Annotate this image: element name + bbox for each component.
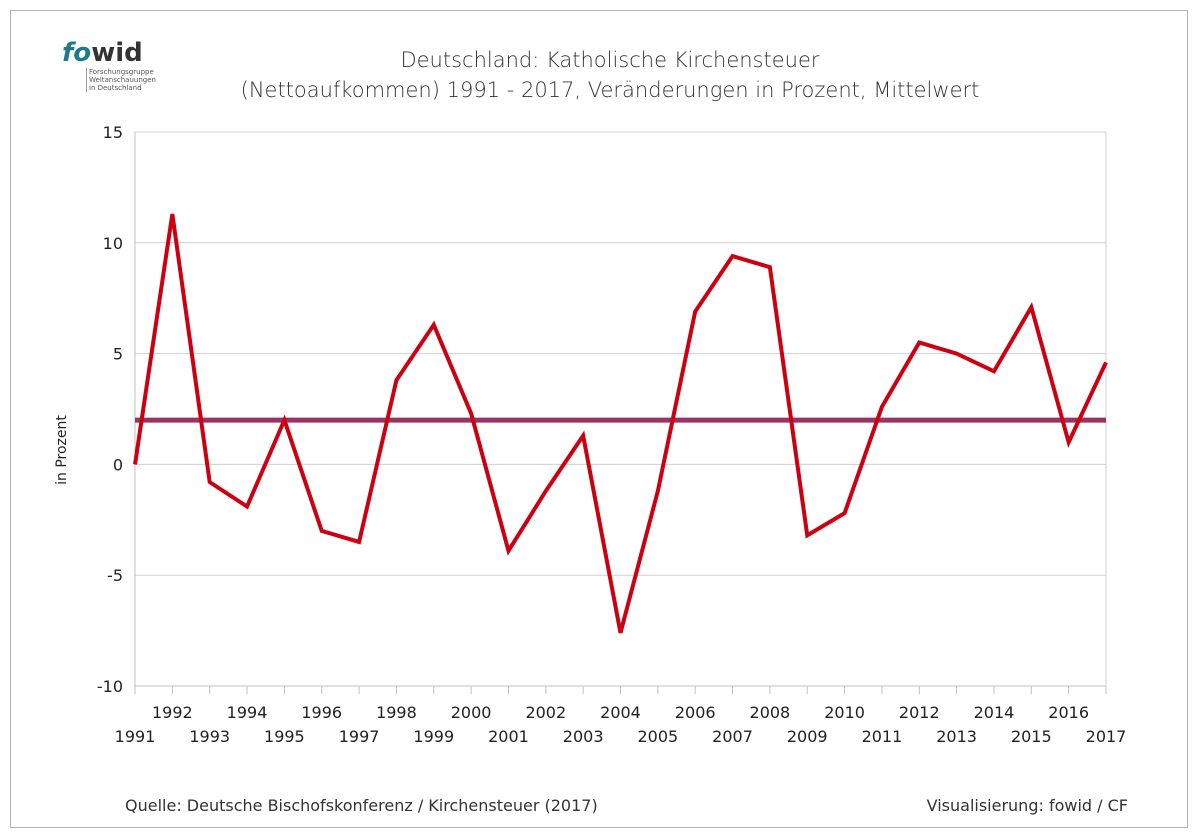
x-tick-label: 2015 xyxy=(1011,727,1052,746)
y-axis-label: in Prozent xyxy=(54,415,70,485)
logo-subtitle: Forschungsgruppe Weltanschauungen in Deu… xyxy=(86,68,156,92)
x-tick-label: 2003 xyxy=(563,727,604,746)
x-tick-label: 2011 xyxy=(862,727,903,746)
x-tick-label: 2009 xyxy=(787,727,828,746)
x-tick-label: 2004 xyxy=(600,703,641,722)
y-tick-label: -10 xyxy=(97,677,123,696)
logo-sub-line: Forschungsgruppe xyxy=(89,68,154,76)
y-tick-label: -5 xyxy=(107,566,123,585)
x-tick-label: 1998 xyxy=(376,703,417,722)
x-tick-label: 2002 xyxy=(525,703,566,722)
x-tick-label: 1999 xyxy=(413,727,454,746)
x-tick-label: 2006 xyxy=(675,703,716,722)
credit-note: Visualisierung: fowid / CF xyxy=(926,796,1128,815)
x-tick-label: 2014 xyxy=(974,703,1015,722)
x-tick-label: 1996 xyxy=(301,703,342,722)
series-line xyxy=(133,213,1108,634)
y-tick-label: 5 xyxy=(113,345,123,364)
y-tick-label: 15 xyxy=(103,123,123,142)
y-tick-label: 0 xyxy=(113,455,123,474)
x-tick-label: 2001 xyxy=(488,727,529,746)
x-tick-label: 1991 xyxy=(115,727,156,746)
chart-title-line2: (Nettoaufkommen) 1991 - 2017, Veränderun… xyxy=(240,78,980,102)
x-tick-label: 1997 xyxy=(339,727,380,746)
x-tick-label: 2008 xyxy=(750,703,791,722)
logo-fo: fo xyxy=(62,38,92,68)
x-tick-label: 1992 xyxy=(152,703,193,722)
x-tick-label: 2000 xyxy=(451,703,492,722)
x-tick-label: 2005 xyxy=(637,727,678,746)
y-tick-label: 10 xyxy=(103,234,123,253)
x-tick-label: 2012 xyxy=(899,703,940,722)
x-tick-label: 2007 xyxy=(712,727,753,746)
chart-frame xyxy=(10,10,1188,828)
x-tick-label: 2016 xyxy=(1048,703,1089,722)
fowid-logo: fowid Forschungsgruppe Weltanschauungen … xyxy=(62,38,156,92)
x-tick-label: 2010 xyxy=(824,703,865,722)
x-tick-label: 1995 xyxy=(264,727,305,746)
x-tick-label: 1993 xyxy=(189,727,230,746)
logo-sub-line: Weltanschauungen xyxy=(89,76,156,84)
source-note: Quelle: Deutsche Bischofskonferenz / Kir… xyxy=(125,796,598,815)
x-tick-label: 2017 xyxy=(1086,727,1127,746)
logo-sub-line: in Deutschland xyxy=(89,84,142,92)
chart-title-line1: Deutschland: Katholische Kirchensteuer xyxy=(400,48,820,72)
x-tick-label: 1994 xyxy=(227,703,268,722)
logo-wid: wid xyxy=(91,38,143,68)
x-tick-label: 2013 xyxy=(936,727,977,746)
